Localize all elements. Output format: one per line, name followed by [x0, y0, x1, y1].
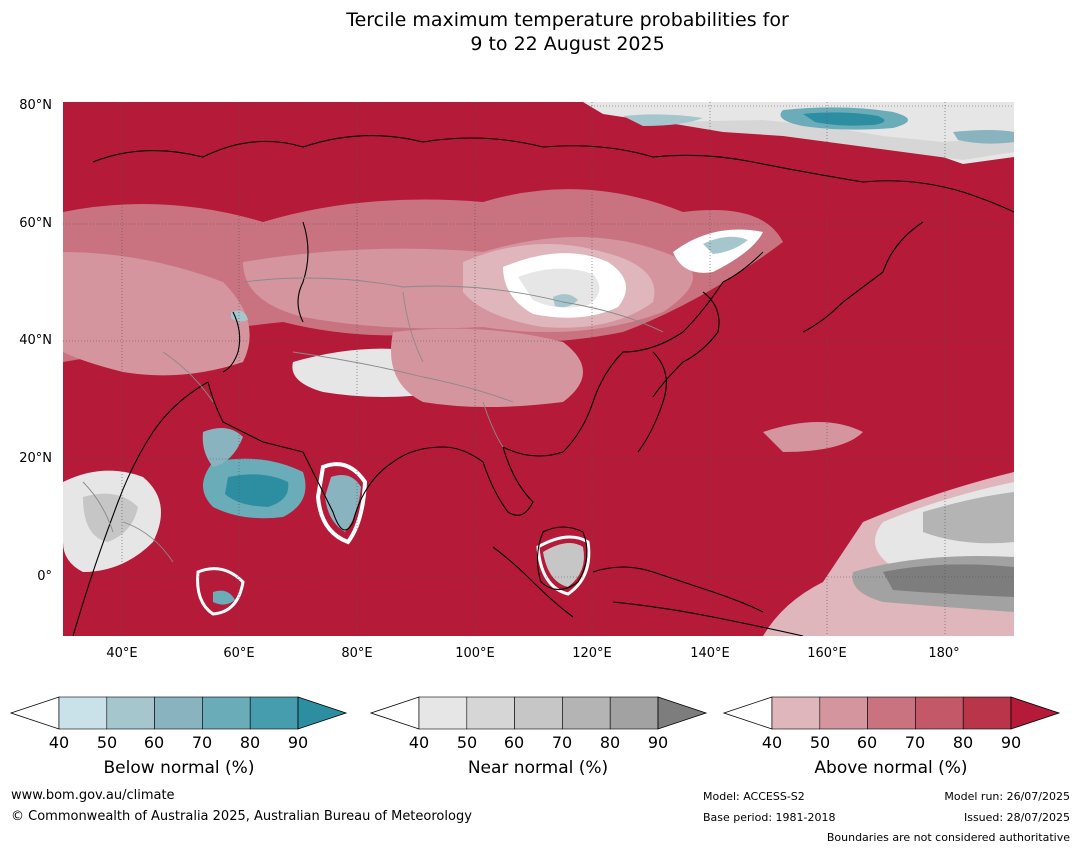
- colorbar-segment: [514, 696, 563, 730]
- india-white: [315, 462, 368, 545]
- tick-label: 90: [1000, 733, 1022, 752]
- colorbar-segment: [915, 696, 964, 730]
- footer-model-run: Model run: 26/07/2025: [944, 790, 1070, 803]
- pacific-grey: [923, 492, 1014, 544]
- borneo-white: [536, 535, 591, 596]
- central-asia-light: [63, 252, 250, 376]
- lat-label: 20°N: [19, 451, 52, 466]
- arctic-below-east: [953, 130, 1014, 144]
- colorbar-segment: [819, 696, 868, 730]
- colorbar-segment: [58, 696, 108, 730]
- colorbar-segment: [867, 696, 916, 730]
- tick-label: 70: [904, 733, 926, 752]
- tick-label: 40: [48, 733, 70, 752]
- legend-title-below: Below normal (%): [103, 758, 255, 778]
- lon-label: 160°E: [807, 646, 847, 661]
- colorbar-high-arrow: [1010, 696, 1061, 730]
- pacific-light-band: [763, 422, 863, 452]
- lon-label: 140°E: [690, 646, 730, 661]
- map-gridlines: [63, 102, 1014, 636]
- amur-blue: [703, 236, 748, 254]
- red-sea-blue: [202, 428, 243, 467]
- tick-label: 60: [143, 733, 165, 752]
- tick-label: 50: [809, 733, 831, 752]
- tick-label: 80: [239, 733, 261, 752]
- title-line-2: 9 to 22 August 2025: [470, 33, 665, 55]
- arabian-sea-core: [225, 474, 289, 507]
- map-graphic: [63, 102, 1014, 636]
- footer-issued: Issued: 28/07/2025: [963, 811, 1070, 824]
- lon-label: 40°E: [106, 646, 138, 661]
- borneo-near-normal: [543, 543, 584, 587]
- lon-label: 60°E: [223, 646, 255, 661]
- colorbar-below-normal: [10, 696, 348, 730]
- country-boundaries: [82, 277, 664, 563]
- colorbar-above-normal: [723, 696, 1061, 730]
- tick-label: 90: [287, 733, 309, 752]
- caspian-light-blue: [231, 310, 248, 322]
- colorbar-segment: [106, 696, 155, 730]
- colorbar-segment: [249, 696, 299, 730]
- footer-url[interactable]: www.bom.gov.au/climate: [11, 788, 175, 803]
- colorbar-segment: [609, 696, 659, 730]
- arctic-below-core: [803, 112, 885, 126]
- colorbar-segment: [466, 696, 515, 730]
- colorbar-low-arrow: [10, 696, 60, 730]
- indian-ocean-white: [196, 567, 245, 616]
- tick-label: 90: [647, 733, 669, 752]
- tick-label: 60: [856, 733, 878, 752]
- tick-label: 50: [96, 733, 118, 752]
- legend-title-above: Above normal (%): [814, 758, 968, 778]
- lat-label: 40°N: [19, 333, 52, 348]
- footer-copyright: © Commonwealth of Australia 2025, Austra…: [11, 809, 472, 824]
- arctic-below-west: [623, 114, 703, 126]
- lat-label: 60°N: [19, 216, 52, 231]
- coastlines: [72, 135, 1014, 636]
- colorbar-low-arrow: [723, 696, 773, 730]
- footer-disclaimer: Boundaries are not considered authoritat…: [826, 831, 1070, 844]
- colorbar-segment: [154, 696, 203, 730]
- tick-label: 80: [599, 733, 621, 752]
- colorbar-high-arrow: [297, 696, 348, 730]
- tick-label: 50: [456, 733, 478, 752]
- legend-title-near: Near normal (%): [467, 758, 609, 778]
- map-title: Tercile maximum temperature probabilitie…: [0, 8, 1081, 56]
- tick-label: 60: [503, 733, 525, 752]
- colorbar-low-arrow: [370, 696, 420, 730]
- colorbar-segment: [562, 696, 611, 730]
- pacific-grey-core: [883, 564, 1014, 597]
- colorbar-segment: [962, 696, 1012, 730]
- lat-label: 80°N: [19, 98, 52, 113]
- tick-label: 40: [408, 733, 430, 752]
- east-africa-grey-dark: [83, 493, 138, 542]
- title-line-1: Tercile maximum temperature probabilitie…: [346, 9, 789, 31]
- india-blue: [325, 474, 361, 532]
- footer-model: Model: ACCESS-S2: [703, 790, 805, 803]
- lon-label: 180°: [928, 646, 960, 661]
- lat-label: 0°: [37, 569, 52, 584]
- lon-label: 100°E: [455, 646, 495, 661]
- tick-label: 80: [952, 733, 974, 752]
- lon-label: 80°E: [341, 646, 373, 661]
- tick-label: 70: [191, 733, 213, 752]
- tibet-light: [391, 328, 583, 407]
- indian-ocean-blue: [213, 590, 235, 605]
- colorbar-segment: [202, 696, 251, 730]
- colorbar-near-normal: [370, 696, 708, 730]
- tick-label: 70: [551, 733, 573, 752]
- probability-map: [63, 102, 1014, 636]
- footer-base-period: Base period: 1981-2018: [703, 811, 836, 824]
- colorbar-high-arrow: [657, 696, 708, 730]
- colorbar-segment: [771, 696, 821, 730]
- arctic-near-normal: [663, 120, 1014, 160]
- tick-label: 40: [761, 733, 783, 752]
- mongolia-grey: [518, 268, 600, 308]
- colorbar-segment: [418, 696, 468, 730]
- lon-label: 120°E: [572, 646, 612, 661]
